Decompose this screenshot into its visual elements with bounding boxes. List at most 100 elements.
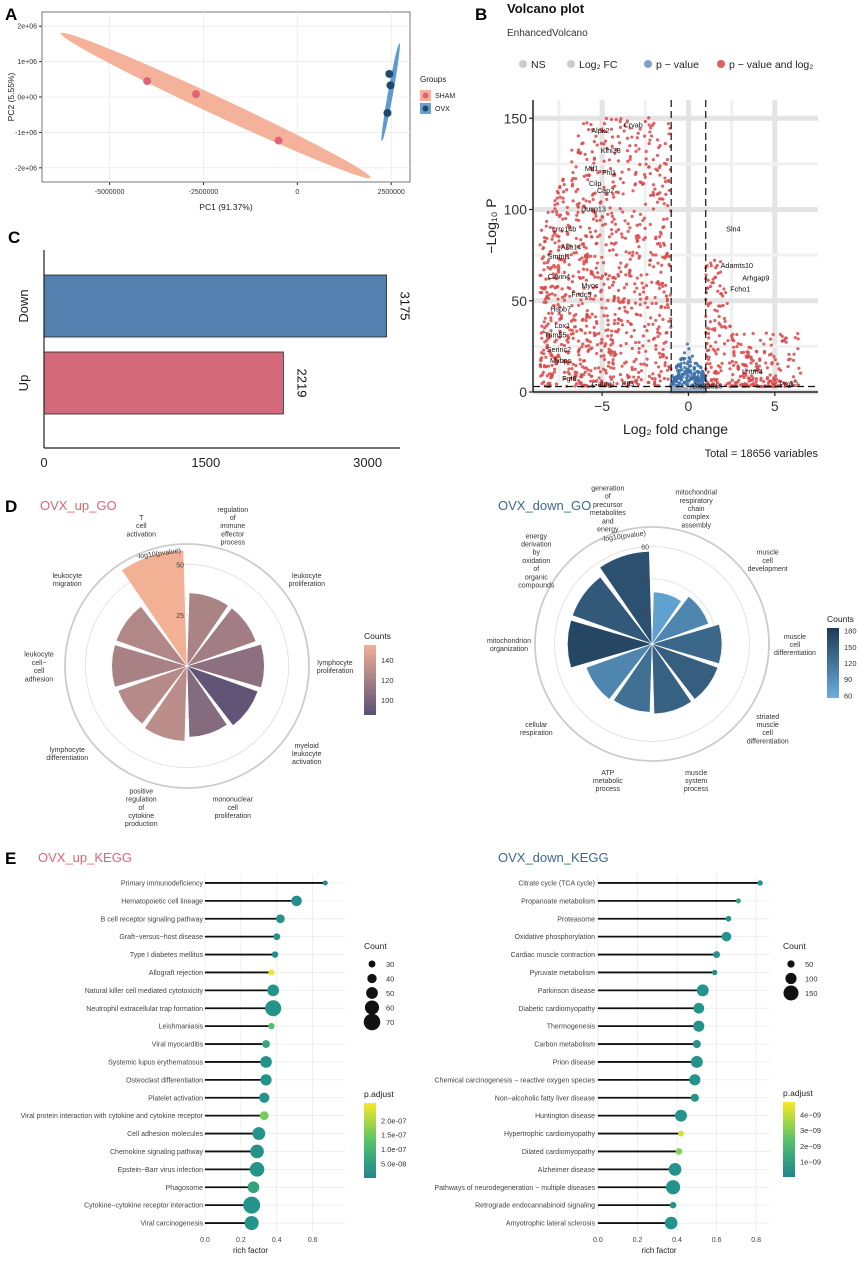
data-point	[613, 318, 617, 322]
data-point	[599, 379, 604, 383]
color-bar	[783, 1102, 795, 1177]
legend-key	[567, 60, 575, 68]
polar-bar	[186, 607, 257, 667]
data-point	[549, 316, 553, 320]
lollipop-point	[260, 1074, 272, 1086]
lollipop-point	[713, 951, 721, 959]
data-point	[627, 375, 631, 379]
category-label-line: muscle	[757, 550, 779, 557]
data-point	[699, 375, 704, 380]
data-point	[716, 289, 720, 293]
data-point	[657, 351, 661, 355]
data-point	[725, 301, 729, 306]
data-point	[579, 238, 583, 242]
category-label-line: immune	[220, 523, 245, 530]
data-point	[628, 274, 632, 278]
data-point	[597, 331, 601, 336]
bar-up	[43, 351, 284, 415]
data-point	[611, 275, 616, 279]
data-point	[682, 369, 687, 374]
data-point	[617, 266, 621, 270]
data-point	[666, 204, 670, 208]
data-point	[637, 340, 641, 344]
category-label-line: of	[605, 494, 611, 501]
category-label: Hypertrophic cardiomyopathy	[504, 1131, 596, 1138]
data-point	[612, 173, 617, 177]
data-point	[592, 325, 596, 329]
data-point	[623, 236, 628, 240]
data-point	[684, 376, 689, 380]
y-tick-label: 1e+06	[17, 59, 37, 66]
data-point	[722, 324, 727, 329]
data-point	[637, 147, 641, 151]
bar-down	[43, 274, 387, 338]
data-point	[607, 158, 612, 162]
x-tick-label: 0.0	[593, 1237, 603, 1244]
data-point	[594, 134, 598, 138]
data-point	[762, 379, 766, 384]
data-point	[681, 372, 685, 376]
data-point	[555, 202, 560, 206]
data-point	[576, 134, 581, 138]
data-point	[611, 248, 615, 252]
data-point	[570, 328, 574, 332]
data-point	[590, 346, 594, 350]
category-label: positive regulation of cytokine production	[125, 788, 158, 828]
data-point	[571, 362, 575, 366]
data-point	[677, 381, 681, 385]
data-point	[614, 230, 618, 234]
data-point	[599, 297, 604, 301]
data-point	[709, 365, 713, 369]
lollipop-point	[735, 898, 741, 904]
category-label: Cytokine−cytokine receptor interaction	[84, 1203, 203, 1210]
x-tick-label: 0.4	[672, 1237, 682, 1244]
category-label: Huntington disease	[535, 1113, 595, 1120]
category-label-line: cytokine	[128, 813, 154, 820]
category-label-line: organization	[490, 646, 528, 653]
data-point	[721, 303, 725, 308]
data-point	[624, 273, 628, 277]
data-point	[613, 151, 617, 155]
data-point	[632, 209, 636, 213]
polar-bar	[186, 592, 229, 667]
data-point	[732, 349, 736, 354]
legend-key	[519, 60, 527, 68]
data-point	[578, 150, 583, 155]
data-point	[652, 121, 656, 125]
category-label-line: leukocyte	[292, 573, 322, 580]
data-point	[672, 385, 676, 389]
category-label: mitochondrial respiratory chain complex asse…	[675, 490, 717, 530]
data-point	[542, 268, 546, 272]
data-point	[706, 357, 711, 362]
data-point	[599, 127, 603, 132]
data-point	[744, 354, 748, 358]
gene-label: Sln4	[726, 224, 740, 233]
data-point	[593, 315, 598, 319]
data-point	[563, 294, 567, 298]
data-point	[708, 362, 712, 366]
data-point	[584, 246, 588, 250]
data-point	[553, 293, 557, 297]
gene-label: Trim55	[544, 330, 566, 339]
data-point	[767, 353, 772, 357]
data-point	[654, 347, 658, 351]
data-point	[647, 116, 651, 120]
data-point	[656, 261, 660, 265]
category-label-line: differentiation	[46, 755, 88, 762]
data-point	[630, 346, 634, 351]
data-point	[584, 234, 589, 239]
data-point	[620, 232, 624, 236]
data-point	[585, 121, 589, 125]
size-legend-key	[364, 1000, 380, 1015]
category-label-line: respiration	[520, 730, 553, 737]
data-point	[587, 372, 591, 376]
color-bar-label: 120	[844, 659, 857, 668]
lollipop-point	[690, 1055, 703, 1068]
category-label: Cardiac muscle contraction	[511, 952, 596, 959]
data-point	[646, 322, 651, 326]
data-point	[630, 253, 635, 258]
data-point	[595, 379, 599, 383]
lollipop-point	[291, 895, 302, 907]
data-point	[773, 358, 777, 362]
data-point	[706, 332, 711, 336]
